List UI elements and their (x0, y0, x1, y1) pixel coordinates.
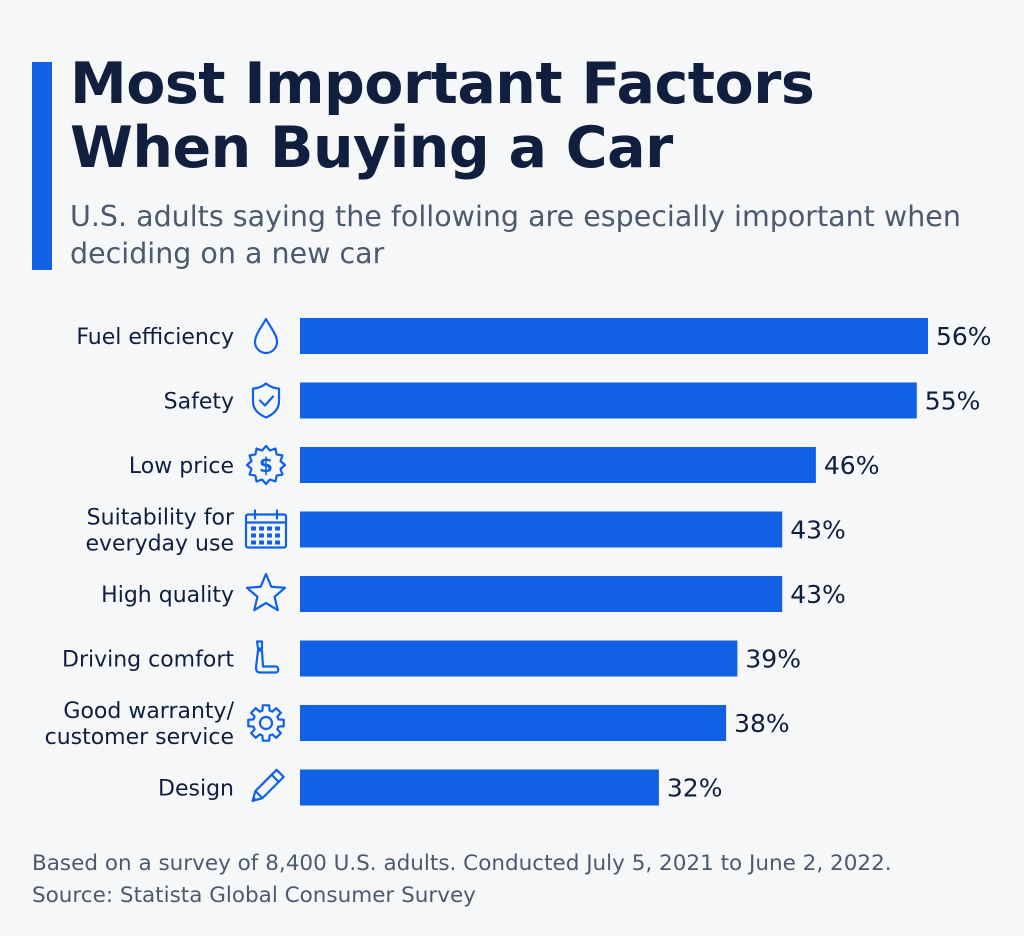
svg-text:$: $ (259, 453, 273, 477)
bar (300, 576, 783, 612)
tick-label: Safety (164, 390, 234, 415)
tick-label: Fuel efficiency (76, 325, 234, 350)
chart-subtitle: U.S. adults saying the following are esp… (70, 200, 961, 270)
star-icon (245, 572, 287, 612)
bar-chart: 56% Fuel efficiency 55% Safety 46% Low price $… (45, 317, 992, 806)
dollar-badge-icon: $ (245, 444, 287, 486)
data-label: 56% (936, 322, 992, 351)
data-label: 38% (734, 709, 790, 738)
droplet-icon (253, 317, 279, 355)
data-label: 46% (824, 451, 880, 480)
gear-icon (247, 704, 285, 742)
data-label: 43% (790, 580, 846, 609)
footnote: Based on a survey of 8,400 U.S. adults. … (32, 848, 1002, 912)
source-note: Source: Statista Global Consumer Survey (32, 883, 476, 908)
tick-label: High quality (101, 583, 234, 608)
car-seat-icon (254, 640, 280, 674)
bar (300, 640, 738, 677)
pencil-icon (251, 768, 285, 803)
bar (300, 318, 928, 354)
data-label: 39% (745, 645, 801, 674)
tick-label: Good warranty/customer service (45, 699, 235, 750)
survey-note: Based on a survey of 8,400 U.S. adults. … (32, 851, 892, 876)
calendar-icon (244, 509, 288, 549)
bar (300, 511, 783, 548)
accent-bar (32, 62, 52, 270)
data-label: 32% (667, 774, 723, 803)
bar (300, 447, 816, 483)
data-label: 43% (790, 516, 846, 545)
data-label: 55% (925, 387, 981, 416)
tick-label: Suitability for everyday use (85, 506, 235, 557)
bar (300, 769, 659, 806)
chart-title: Most Important Factors When Buying a Car (70, 51, 815, 181)
tick-label: Low price (129, 454, 234, 479)
tick-label: Driving comfort (62, 648, 234, 673)
bar (300, 705, 727, 741)
shield-check-icon (251, 382, 281, 419)
tick-label: Design (158, 777, 234, 802)
bar (300, 382, 917, 419)
